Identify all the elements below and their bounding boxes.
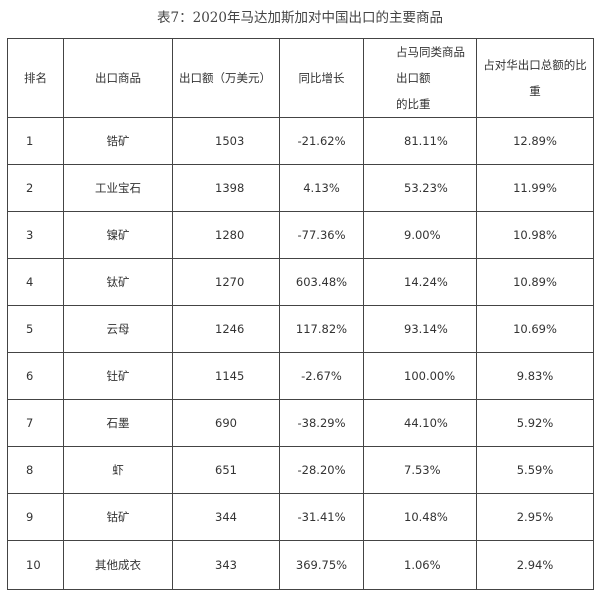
cell-share-same: 53.23% — [363, 164, 477, 212]
table-title: 表7：2020年马达加斯加对中国出口的主要商品 — [157, 10, 443, 26]
cell-rank: 2 — [7, 164, 64, 212]
cell-value: 1398 — [172, 164, 280, 212]
cell-rank: 1 — [7, 117, 64, 165]
header-value: 出口额（万美元） — [172, 38, 280, 118]
cell-share-same: 100.00% — [363, 352, 477, 400]
cell-rank: 10 — [7, 540, 64, 590]
cell-value: 1145 — [172, 352, 280, 400]
cell-share-china: 2.95% — [476, 493, 594, 541]
cell-yoy: -2.67% — [279, 352, 364, 400]
header-row: 排名 出口商品 出口额（万美元） 同比增长 占马同类商品出口额 的比重 占对华出… — [7, 38, 594, 118]
cell-share-same: 14.24% — [363, 258, 477, 306]
cell-product: 虾 — [63, 446, 173, 494]
header-share-same-line1: 占马同类商品出口额 — [396, 45, 465, 85]
cell-rank: 6 — [7, 352, 64, 400]
cell-share-same: 10.48% — [363, 493, 477, 541]
cell-yoy: 369.75% — [279, 540, 364, 590]
table-row: 5 云母 1246 117.82% 93.14% 10.69% — [7, 305, 594, 353]
cell-value: 651 — [172, 446, 280, 494]
cell-rank: 4 — [7, 258, 64, 306]
cell-yoy: 603.48% — [279, 258, 364, 306]
header-rank: 排名 — [7, 38, 64, 118]
cell-product: 云母 — [63, 305, 173, 353]
cell-share-same: 7.53% — [363, 446, 477, 494]
table-row: 4 钛矿 1270 603.48% 14.24% 10.89% — [7, 258, 594, 306]
cell-product: 锆矿 — [63, 117, 173, 165]
cell-rank: 5 — [7, 305, 64, 353]
cell-yoy: -77.36% — [279, 211, 364, 259]
header-share-same: 占马同类商品出口额 的比重 — [363, 38, 477, 118]
cell-rank: 3 — [7, 211, 64, 259]
table-row: 3 镍矿 1280 -77.36% 9.00% 10.98% — [7, 211, 594, 259]
cell-rank: 9 — [7, 493, 64, 541]
cell-value: 344 — [172, 493, 280, 541]
table-row: 8 虾 651 -28.20% 7.53% 5.59% — [7, 446, 594, 494]
table-row: 2 工业宝石 1398 4.13% 53.23% 11.99% — [7, 164, 594, 212]
cell-value: 1246 — [172, 305, 280, 353]
cell-yoy: 117.82% — [279, 305, 364, 353]
cell-rank: 8 — [7, 446, 64, 494]
cell-product: 镍矿 — [63, 211, 173, 259]
cell-share-same: 44.10% — [363, 399, 477, 447]
table-row: 7 石墨 690 -38.29% 44.10% 5.92% — [7, 399, 594, 447]
cell-product: 其他成衣 — [63, 540, 173, 590]
cell-share-china: 9.83% — [476, 352, 594, 400]
cell-yoy: -31.41% — [279, 493, 364, 541]
table-row: 10 其他成衣 343 369.75% 1.06% 2.94% — [7, 540, 594, 590]
cell-share-china: 10.89% — [476, 258, 594, 306]
cell-value: 1280 — [172, 211, 280, 259]
cell-share-china: 5.92% — [476, 399, 594, 447]
cell-yoy: -21.62% — [279, 117, 364, 165]
table-row: 1 锆矿 1503 -21.62% 81.11% 12.89% — [7, 117, 594, 165]
cell-value: 690 — [172, 399, 280, 447]
cell-rank: 7 — [7, 399, 64, 447]
cell-product: 钴矿 — [63, 493, 173, 541]
cell-share-china: 12.89% — [476, 117, 594, 165]
cell-share-china: 5.59% — [476, 446, 594, 494]
header-share-same-line2: 的比重 — [396, 97, 431, 111]
header-yoy: 同比增长 — [279, 38, 364, 118]
cell-product: 石墨 — [63, 399, 173, 447]
cell-share-china: 10.69% — [476, 305, 594, 353]
cell-share-china: 10.98% — [476, 211, 594, 259]
header-product: 出口商品 — [63, 38, 173, 118]
cell-yoy: 4.13% — [279, 164, 364, 212]
cell-yoy: -28.20% — [279, 446, 364, 494]
cell-share-same: 1.06% — [363, 540, 477, 590]
table-row: 9 钴矿 344 -31.41% 10.48% 2.95% — [7, 493, 594, 541]
exports-table: 排名 出口商品 出口额（万美元） 同比增长 占马同类商品出口额 的比重 占对华出… — [7, 38, 594, 590]
cell-product: 工业宝石 — [63, 164, 173, 212]
cell-value: 343 — [172, 540, 280, 590]
cell-share-china: 2.94% — [476, 540, 594, 590]
cell-yoy: -38.29% — [279, 399, 364, 447]
cell-share-same: 93.14% — [363, 305, 477, 353]
cell-product: 钛矿 — [63, 258, 173, 306]
cell-value: 1503 — [172, 117, 280, 165]
cell-value: 1270 — [172, 258, 280, 306]
cell-product: 钍矿 — [63, 352, 173, 400]
cell-share-same: 81.11% — [363, 117, 477, 165]
cell-share-china: 11.99% — [476, 164, 594, 212]
table-row: 6 钍矿 1145 -2.67% 100.00% 9.83% — [7, 352, 594, 400]
cell-share-same: 9.00% — [363, 211, 477, 259]
header-share-china: 占对华出口总额的比重 — [476, 38, 594, 118]
